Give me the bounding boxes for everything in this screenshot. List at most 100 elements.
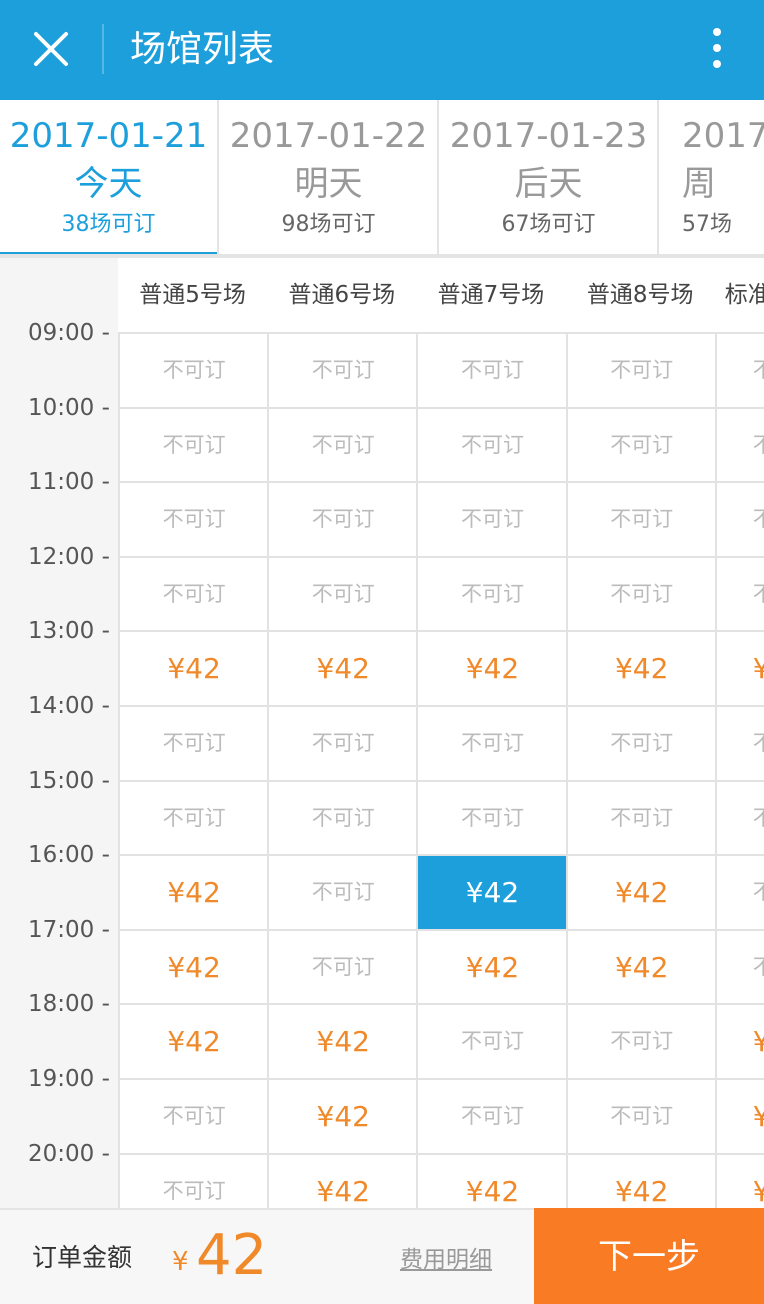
slot-available[interactable]: ¥42 <box>416 928 567 1005</box>
available-count: 98场可订 <box>281 212 376 237</box>
slot-unavailable: 不可订 <box>267 555 418 632</box>
time-label: 12:00 - <box>28 543 110 570</box>
slot-unavailable: 不 <box>714 854 764 930</box>
date-tab[interactable]: 2017- 周 57场 <box>660 100 764 256</box>
more-vertical-icon[interactable] <box>700 24 734 76</box>
time-label: 15:00 - <box>28 767 110 794</box>
slot-unavailable: 不 <box>714 406 764 483</box>
weekday-label: 周 <box>682 164 716 204</box>
time-label: 19:00 - <box>28 1066 110 1092</box>
next-step-button[interactable]: 下一步 <box>534 1208 764 1304</box>
date-tabs: 2017-01-21 今天 38场可订 2017-01-22 明天 98场可订 2017-0… <box>0 100 764 256</box>
slot-unavailable: 不可订 <box>416 705 567 781</box>
time-label: 11:00 - <box>28 469 110 496</box>
app-header: 场馆列表 <box>0 0 764 100</box>
slot-unavailable: 不可订 <box>118 555 269 632</box>
time-label: 13:00 - <box>28 618 110 645</box>
date-tab[interactable]: 2017-01-23 后天 67场可订 <box>440 100 659 256</box>
slot-available[interactable]: ¥42 <box>565 928 716 1005</box>
slot-unavailable: 不 <box>714 779 764 856</box>
slot-unavailable: 不可订 <box>118 779 269 856</box>
slot-unavailable: 不 <box>714 332 764 408</box>
slot-available[interactable]: ¥42 <box>565 854 716 930</box>
page-title: 场馆列表 <box>130 29 275 70</box>
slot-available[interactable]: ¥42 <box>267 630 418 706</box>
slot-available[interactable]: ¥42 <box>118 928 269 1005</box>
slot-unavailable: 不可订 <box>565 779 716 856</box>
slot-available[interactable]: ¥42 <box>565 630 716 706</box>
slot-unavailable: 不可订 <box>267 705 418 781</box>
time-label: 10:00 - <box>28 394 110 421</box>
slot-unavailable: 不可订 <box>416 332 567 408</box>
slot-unavailable: 不可订 <box>565 1003 716 1079</box>
slot-unavailable: 不可订 <box>118 1078 269 1154</box>
slot-available[interactable]: ¥42 <box>118 854 269 930</box>
slot-available[interactable]: ¥42 <box>267 1152 418 1208</box>
slot-unavailable: 不可订 <box>565 1078 716 1154</box>
weekday-label: 明天 <box>294 164 363 204</box>
slot-available[interactable]: ¥42 <box>416 630 567 706</box>
court-header: 普通6号场 <box>288 282 396 308</box>
time-label: 16:00 - <box>28 842 110 869</box>
time-label: 20:00 - <box>28 1140 110 1167</box>
fee-detail-link[interactable]: 费用明细 <box>400 1247 492 1273</box>
slot-unavailable: 不可订 <box>416 481 567 557</box>
slot-unavailable: 不可订 <box>267 779 418 856</box>
time-label: 17:00 - <box>28 916 110 943</box>
slot-available[interactable]: ¥ <box>714 630 764 706</box>
available-count: 38场可订 <box>61 212 156 237</box>
slot-unavailable: 不可订 <box>565 705 716 781</box>
slot-available[interactable]: ¥42 <box>267 1078 418 1154</box>
slot-unavailable: 不可订 <box>267 928 418 1005</box>
slot-available[interactable]: ¥42 <box>118 630 269 706</box>
time-label: 09:00 - <box>28 320 110 346</box>
time-column: 09:00 - 10:00 - 11:00 - 12:00 - 13:00 - 14:00… <box>0 258 118 1208</box>
slot-unavailable: 不可订 <box>118 406 269 483</box>
slot-unavailable: 不可订 <box>267 406 418 483</box>
available-count: 67场可订 <box>501 212 596 237</box>
slot-available[interactable]: ¥42 <box>267 1003 418 1079</box>
slot-unavailable: 不可订 <box>267 481 418 557</box>
slot-selected[interactable]: ¥42 <box>416 854 567 930</box>
slot-unavailable: 不可订 <box>416 779 567 856</box>
slot-unavailable: 不可订 <box>565 332 716 408</box>
slot-unavailable: 不 <box>714 705 764 781</box>
order-footer: 订单金额 ¥ 42 费用明细 下一步 <box>0 1208 764 1304</box>
slot-unavailable: 不 <box>714 555 764 632</box>
slot-available[interactable]: ¥ <box>714 1003 764 1079</box>
time-label: 18:00 - <box>28 991 110 1018</box>
slot-unavailable: 不 <box>714 928 764 1005</box>
currency-symbol: ¥ <box>172 1247 189 1277</box>
date-label: 2017-01-22 <box>229 116 428 156</box>
date-tab[interactable]: 2017-01-21 今天 38场可订 <box>0 100 219 256</box>
slot-available[interactable]: ¥42 <box>565 1152 716 1208</box>
slot-available[interactable]: ¥42 <box>118 1003 269 1079</box>
slot-unavailable: 不可订 <box>416 555 567 632</box>
slot-unavailable: 不可订 <box>565 481 716 557</box>
slot-unavailable: 不可订 <box>565 406 716 483</box>
slot-unavailable: 不可订 <box>416 1078 567 1154</box>
slot-unavailable: 不 <box>714 481 764 557</box>
slot-unavailable: 不可订 <box>118 705 269 781</box>
slot-unavailable: 不可订 <box>267 854 418 930</box>
slot-available[interactable]: ¥ <box>714 1078 764 1154</box>
court-header: 普通8号场 <box>586 282 694 308</box>
slot-unavailable: 不可订 <box>118 1152 269 1208</box>
slot-unavailable: 不可订 <box>416 406 567 483</box>
court-header: 普通7号场 <box>437 282 545 308</box>
order-amount-label: 订单金额 <box>32 1243 133 1272</box>
schedule-grid[interactable]: 09:00 - 10:00 - 11:00 - 12:00 - 13:00 - 14:00… <box>0 258 764 1208</box>
slot-available[interactable]: ¥ <box>714 1152 764 1208</box>
date-label: 2017-01-21 <box>9 116 208 156</box>
slot-unavailable: 不可订 <box>565 555 716 632</box>
date-tab[interactable]: 2017-01-22 明天 98场可订 <box>220 100 439 256</box>
weekday-label: 今天 <box>74 164 143 204</box>
weekday-label: 后天 <box>514 164 583 204</box>
slot-unavailable: 不可订 <box>118 332 269 408</box>
order-amount: 42 <box>196 1223 268 1288</box>
close-icon[interactable] <box>22 22 80 76</box>
date-label: 2017- <box>682 116 764 156</box>
header-divider <box>102 24 104 74</box>
slot-available[interactable]: ¥42 <box>416 1152 567 1208</box>
time-label: 14:00 - <box>28 693 110 719</box>
